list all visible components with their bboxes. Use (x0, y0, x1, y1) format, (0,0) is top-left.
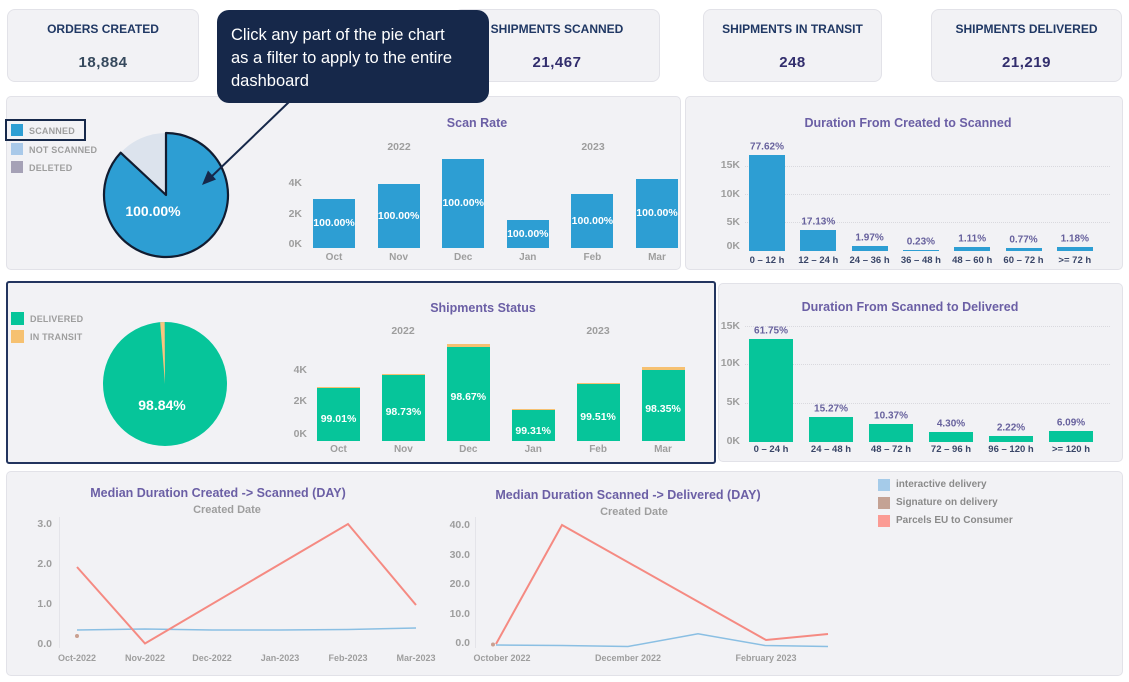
svg-text:100.00%: 100.00% (125, 203, 181, 219)
svg-text:98.84%: 98.84% (138, 397, 186, 413)
